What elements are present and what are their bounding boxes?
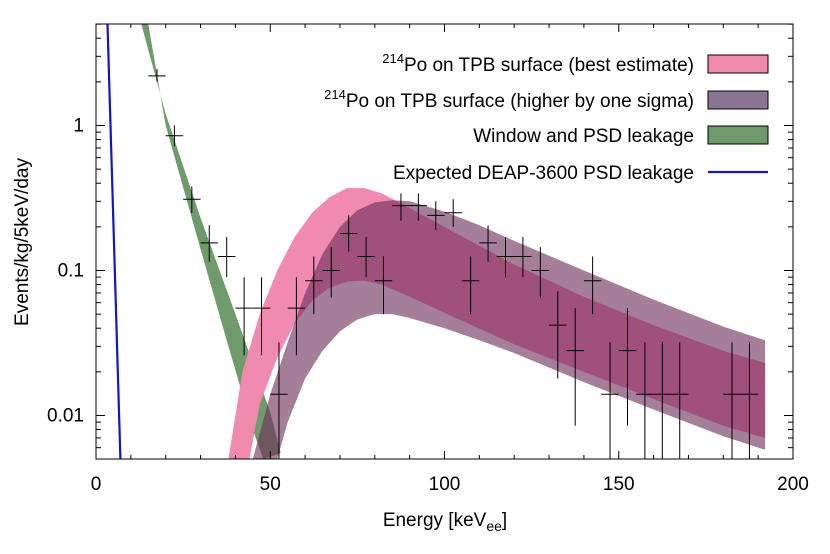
legend-label: 214Po on TPB surface (best estimate)	[382, 51, 694, 76]
data-point	[183, 186, 201, 213]
data-point	[357, 237, 375, 278]
x-tick-label: 150	[603, 474, 635, 495]
x-tick-label: 100	[429, 474, 461, 495]
legend-label: Window and PSD leakage	[473, 126, 694, 147]
data-point	[305, 256, 323, 315]
data-point	[392, 193, 410, 221]
y-axis-label: Events/kg/5keV/day	[12, 158, 33, 326]
deap-psd-leakage-line	[106, 24, 122, 459]
data-point	[566, 308, 584, 426]
x-axis-label-subscript: ee	[486, 518, 502, 534]
data-point	[322, 247, 340, 298]
legend-label-superscript: 214	[324, 87, 346, 102]
data-point	[270, 342, 288, 459]
legend-swatch	[707, 90, 769, 110]
data-point	[514, 237, 532, 278]
y-tick-label: 0.1	[58, 261, 84, 282]
x-axis-label-main: Energy [keV	[383, 510, 487, 531]
x-axis-label-end: ]	[502, 510, 507, 531]
data-point	[287, 277, 306, 356]
data-point	[148, 69, 166, 82]
x-axis-ticks: 0 50 100 150 200	[91, 24, 809, 495]
data-point	[200, 225, 218, 262]
data-point	[653, 342, 672, 459]
data-point	[444, 199, 462, 227]
x-tick-label: 0	[91, 474, 102, 495]
window-psd-band	[141, 24, 281, 459]
legend-label-text: Po on TPB surface (best estimate)	[404, 55, 694, 76]
data-point	[671, 342, 689, 459]
data-point	[740, 342, 759, 459]
legend-label-superscript: 214	[382, 51, 404, 66]
data-point	[549, 291, 567, 379]
y-axis-ticks: 1 0.1 0.01	[47, 23, 793, 449]
y-tick-label: 1	[73, 116, 84, 137]
data-point	[723, 342, 741, 459]
legend: 214Po on TPB surface (best estimate)214P…	[324, 51, 769, 184]
legend-item: 214Po on TPB surface (best estimate)	[382, 51, 769, 76]
data-points	[148, 69, 759, 459]
data-point	[165, 125, 184, 147]
data-point	[409, 193, 428, 221]
data-point	[531, 247, 550, 298]
data-point	[601, 342, 619, 459]
legend-label: 214Po on TPB surface (higher by one sigm…	[324, 87, 694, 112]
data-point	[496, 237, 515, 278]
x-axis-label: Energy [keVee]	[383, 510, 507, 534]
data-point	[618, 308, 637, 426]
legend-label-text: Expected DEAP-3600 PSD leakage	[393, 163, 694, 184]
plot-area	[106, 24, 766, 459]
data-point	[374, 256, 393, 315]
data-point	[339, 215, 358, 252]
legend-swatch	[707, 54, 769, 74]
legend-item: 214Po on TPB surface (higher by one sigm…	[324, 87, 769, 112]
data-point	[636, 342, 654, 459]
x-tick-label: 50	[260, 474, 281, 495]
legend-item: Window and PSD leakage	[473, 125, 769, 147]
data-point	[252, 277, 271, 356]
legend-label-text: Window and PSD leakage	[473, 126, 694, 147]
data-point	[583, 256, 602, 315]
data-point	[217, 237, 236, 278]
data-point	[427, 201, 445, 231]
legend-label: Expected DEAP-3600 PSD leakage	[393, 163, 694, 184]
data-point	[461, 256, 480, 315]
data-point	[479, 225, 497, 262]
legend-label-text: Po on TPB surface (higher by one sigma)	[346, 91, 694, 112]
data-point	[235, 277, 253, 356]
legend-swatch	[707, 125, 769, 145]
y-tick-label: 0.01	[47, 406, 84, 427]
x-tick-label: 200	[777, 474, 809, 495]
legend-item: Expected DEAP-3600 PSD leakage	[393, 163, 768, 184]
